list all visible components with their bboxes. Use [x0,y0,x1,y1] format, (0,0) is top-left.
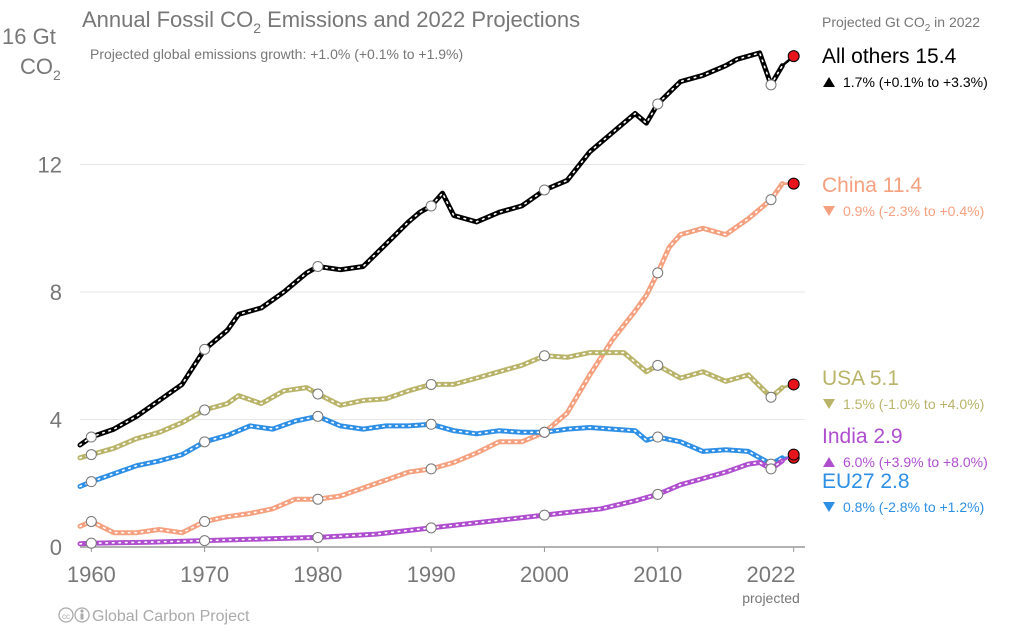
legend-growth: 0.9% (-2.3% to +0.4%) [843,203,984,219]
series-india [77,448,800,549]
data-point-marker [312,531,324,543]
series-line-dots [79,182,784,534]
data-point-marker [652,431,664,443]
projected-label: projected [742,590,800,606]
data-point-marker [85,431,97,443]
y-unit-label-line2: CO2 [20,54,61,83]
projected-point [787,448,800,461]
series-lines [77,50,800,549]
legend-growth: 1.7% (+0.1% to +3.3%) [843,74,988,90]
data-point-marker [538,509,550,521]
cc-icon-glyph: cc [62,612,70,621]
by-icon-head [80,609,84,613]
x-tick-2022: 2022 [747,562,796,587]
data-point-marker [652,488,664,500]
data-point-marker [425,418,437,430]
triangle-down-icon [823,206,835,216]
x-tick-label: 1980 [293,562,342,587]
by-icon [74,607,90,623]
y-tick-labels: 0 4 8 12 [38,153,62,561]
triangle-down-icon [823,502,835,512]
x-tick-label: 1960 [67,562,116,587]
data-point-marker [312,493,324,505]
data-point-marker [425,200,437,212]
legend-name: USA 5.1 [822,367,899,390]
data-point-marker [765,194,777,206]
data-point-marker [538,184,550,196]
data-point-marker [652,267,664,279]
data-point-marker [765,391,777,403]
legend-item: EU27 2.8 0.8% (-2.8% to +1.2%) [822,470,984,515]
data-point-marker [199,535,211,547]
chart-title: Annual Fossil CO2 Emissions and 2022 Pro… [82,7,580,36]
series-eu27 [77,410,800,489]
legend-growth: 1.5% (-1.0% to +4.0%) [843,396,984,412]
data-point-marker [85,476,97,488]
series-line-dots [79,460,784,545]
series-usa [77,350,800,461]
footer: cc Global Carbon Project [58,607,250,625]
legend-item: India 2.9 6.0% (+3.9% to +8.0%) [822,425,988,470]
series-china [77,177,800,536]
data-point-marker [199,404,211,416]
triangle-down-icon [823,399,835,409]
y-tick-label: 12 [38,153,62,178]
y-tick-label: 0 [50,535,62,560]
data-point-marker [199,436,211,448]
data-point-marker [538,350,550,362]
data-point-marker [312,410,324,422]
x-tick-label: 1990 [407,562,456,587]
data-point-marker [85,516,97,527]
data-point-marker [312,261,324,272]
data-point-marker [652,359,664,371]
data-point-marker [85,449,97,461]
data-point-marker [652,98,664,110]
y-tick-label: 4 [50,408,62,433]
gridlines [80,164,805,420]
legend-growth: 6.0% (+3.9% to +8.0%) [843,454,988,470]
data-point-marker [312,388,324,400]
legend-item: USA 5.1 1.5% (-1.0% to +4.0%) [822,367,984,412]
y-tick-label: 8 [50,280,62,305]
legend-growth: 0.8% (-2.8% to +1.2%) [843,499,984,515]
data-point-marker [85,537,97,549]
x-tick-labels: 1960 1970 1980 1990 2000 2010 [67,547,795,587]
x-tick-label: 2000 [520,562,569,587]
series-line-dots [79,51,784,446]
series-all-others [77,50,800,448]
data-point-marker [199,343,211,355]
data-point-marker [538,426,550,438]
triangle-up-icon [823,77,835,87]
projected-point [787,177,800,190]
y-unit-label-line1: 16 Gt [2,24,56,49]
legend-item: All others 15.4 1.7% (+0.1% to +3.3%) [822,45,988,90]
data-point-marker [765,79,777,91]
data-point-marker [199,516,211,527]
cc-icon [58,607,74,623]
legend-item: China 11.4 0.9% (-2.3% to +0.4%) [822,174,984,219]
data-point-marker [765,463,777,475]
series-line-dots [79,415,784,488]
legend-name: All others 15.4 [822,45,957,68]
chart-subtitle: Projected global emissions growth: +1.0%… [90,46,463,62]
legend-header: Projected Gt CO2 in 2022 [822,14,980,34]
data-point-marker [425,378,437,390]
projected-point [787,378,800,391]
by-icon-body [80,613,84,620]
x-tick-label: 1970 [180,562,229,587]
legend-name: EU27 2.8 [822,470,910,493]
legend-name: China 11.4 [822,174,922,197]
footer-text: Global Carbon Project [92,608,250,625]
series-line-dots [79,351,784,459]
series-line [77,181,785,536]
legend: All others 15.4 1.7% (+0.1% to +3.3%) Chin… [822,45,988,515]
data-point-marker [425,463,437,475]
projected-point [787,50,800,63]
legend-name: India 2.9 [822,425,903,448]
data-point-marker [425,522,437,534]
x-tick-label: 2010 [633,562,682,587]
triangle-up-icon [823,457,835,467]
